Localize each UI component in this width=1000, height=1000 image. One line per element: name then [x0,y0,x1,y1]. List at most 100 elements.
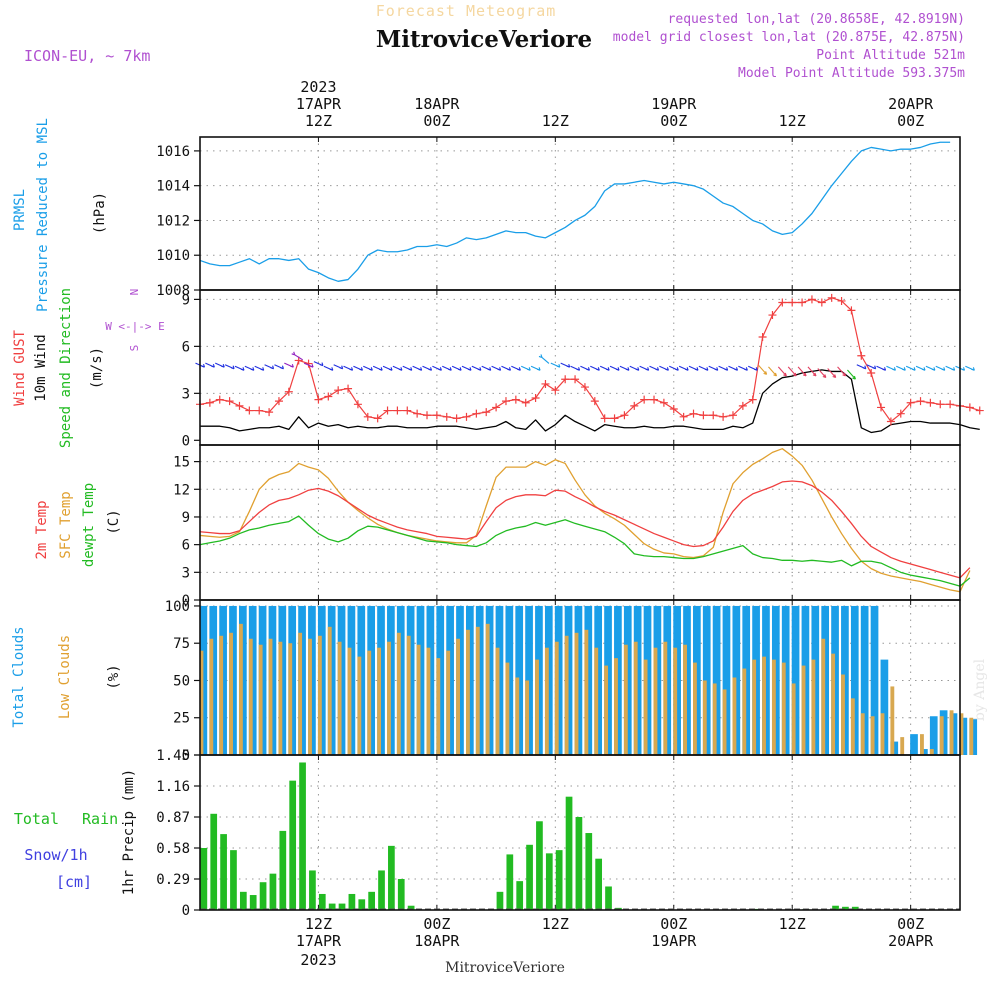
wind-direction-arrowhead [329,367,334,371]
wind-ytick-label: 9 [182,292,190,308]
total-cloud-bar [870,605,879,755]
low-cloud-bar [584,629,589,755]
pressure-line [199,141,951,282]
wind-direction-arrowhead [517,367,521,371]
total-cloud-bar [929,716,938,755]
wind-direction-arrowhead [862,365,867,370]
low-cloud-bar [406,635,411,755]
low-cloud-bar [288,643,293,755]
wind-direction-arrowhead [388,367,393,371]
low-cloud-bar [653,647,658,755]
gust-marker [778,298,787,307]
low-cloud-bar [811,659,816,755]
wind-direction-arrowhead [428,367,433,371]
temp-label-unit: (C) [106,509,122,534]
point-altitude: Point Altitude 521m [816,48,965,63]
rain-bar [526,844,533,910]
temp-ytick-label: 15 [173,455,190,471]
pressure-ytick-label: 1016 [156,144,190,160]
bottom-time-label: 00Z [423,915,450,933]
wind-direction-arrowhead [240,367,245,371]
wind-direction-arrowhead [911,367,916,371]
temp-ytick-label: 12 [173,482,190,498]
gust-marker [837,296,846,305]
low-cloud-bar [209,638,214,755]
gust-marker [946,400,955,409]
low-cloud-bar [446,650,451,755]
wind-direction-arrowhead [538,354,543,358]
gust-marker [225,397,234,406]
gust-marker [235,401,244,410]
wind-direction-arrowhead [309,363,314,368]
rain-bar [832,905,839,910]
temp-label-sfc: SFC Temp [58,491,74,558]
gust-marker [906,398,915,407]
bottom-time-label: 2023 [300,951,336,969]
wind-direction-arrowhead [941,367,946,371]
rain-bar [230,850,237,910]
wind-direction-arrowhead [556,363,561,368]
gust-marker [531,394,540,403]
low-cloud-bar [544,647,549,755]
low-cloud-bar [219,635,224,755]
low-cloud-bar [920,734,924,755]
total-cloud-bar [722,605,731,755]
wind-direction-arrowhead [832,374,837,379]
wind-direction-arrowhead [408,367,413,371]
low-cloud-bar [900,737,905,755]
pressure-label-prmsl: PRMSL [12,189,28,231]
clouds-ytick-label: 25 [173,711,190,727]
bottom-time-label: 00Z [897,915,924,933]
rain-bar [200,848,208,910]
low-cloud-bar [505,662,510,755]
low-cloud-bar [317,635,322,755]
gust-marker [788,298,797,307]
rain-bar [388,845,395,910]
gust-marker [827,293,836,302]
wind-direction-arrowhead [319,362,324,367]
wind-direction-arrowhead [211,363,215,368]
rain-bar [348,893,356,910]
wind-direction-arrowhead [566,363,571,368]
top-time-label: 2023 [300,78,336,96]
temp-ytick-label: 0 [182,593,190,609]
low-cloud-bar [693,662,697,755]
wind-direction-arrowhead [615,367,620,371]
total-cloud-bar [791,605,800,755]
low-cloud-bar [712,683,717,755]
gust-marker [916,397,925,406]
wind-direction-arrow [777,366,787,377]
low-cloud-bar [702,680,707,755]
precip-ytick-label: 0.87 [156,810,190,826]
temp-ytick-label: 3 [182,565,190,581]
station-title: MitroviceVeriore [376,26,592,53]
gust-marker [383,406,392,415]
wind-direction-arrowhead [398,367,403,371]
wind-direction-arrowhead [467,367,472,371]
wind-direction-arrow [294,354,303,361]
wind-ylabels: Wind GUST 10m Wind Speed and Direction (… [12,288,165,448]
wind-direction-arrowhead [842,372,847,377]
rain-bar [358,899,366,910]
wind-direction-arrowhead [250,367,255,371]
low-cloud-bar [623,644,628,755]
precip-ytick-label: 1.16 [156,779,190,795]
rain-bar [516,881,524,910]
low-cloud-bar [327,626,332,755]
wind-direction-arrowhead [221,363,225,368]
total-cloud-bar [910,734,918,755]
rain-bar [585,833,593,910]
low-cloud-bar [367,650,372,755]
model-altitude: Model Point Altitude 593.375m [738,66,965,81]
rain-bar [328,903,336,910]
low-cloud-bar [683,644,687,755]
wind-direction-arrowhead [684,367,689,371]
low-cloud-bar [594,647,599,755]
wind-direction-arrowhead [655,367,660,371]
wind-direction-arrow [807,366,817,377]
wind-direction-arrowhead [852,375,856,380]
wind-direction-arrowhead [596,367,600,371]
bottom-time-label: 00Z [660,915,687,933]
top-time-label: 12Z [779,112,806,130]
wind-direction-arrowhead [625,367,630,371]
